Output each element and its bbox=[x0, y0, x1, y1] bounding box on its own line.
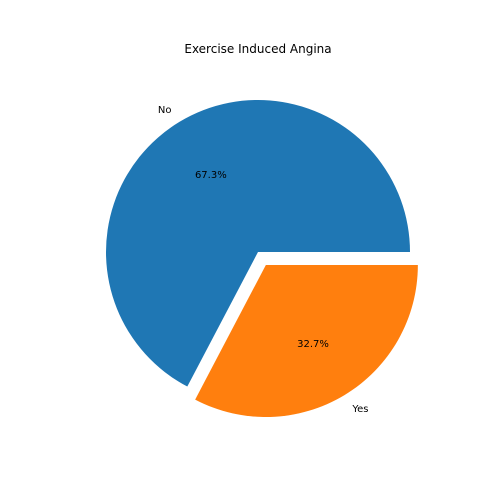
percent-label-yes: 32.7% bbox=[297, 339, 329, 350]
category-label-yes: Yes bbox=[351, 404, 368, 415]
pie-slices bbox=[106, 99, 418, 418]
percent-label-no: 67.3% bbox=[195, 170, 227, 181]
chart-title: Exercise Induced Angina bbox=[184, 42, 331, 56]
category-label-no: No bbox=[158, 105, 172, 116]
pie-slice-no bbox=[106, 99, 410, 387]
pie-slice-yes bbox=[195, 265, 418, 418]
pie-labels: No 67.3% Yes 32.7% bbox=[158, 105, 369, 415]
